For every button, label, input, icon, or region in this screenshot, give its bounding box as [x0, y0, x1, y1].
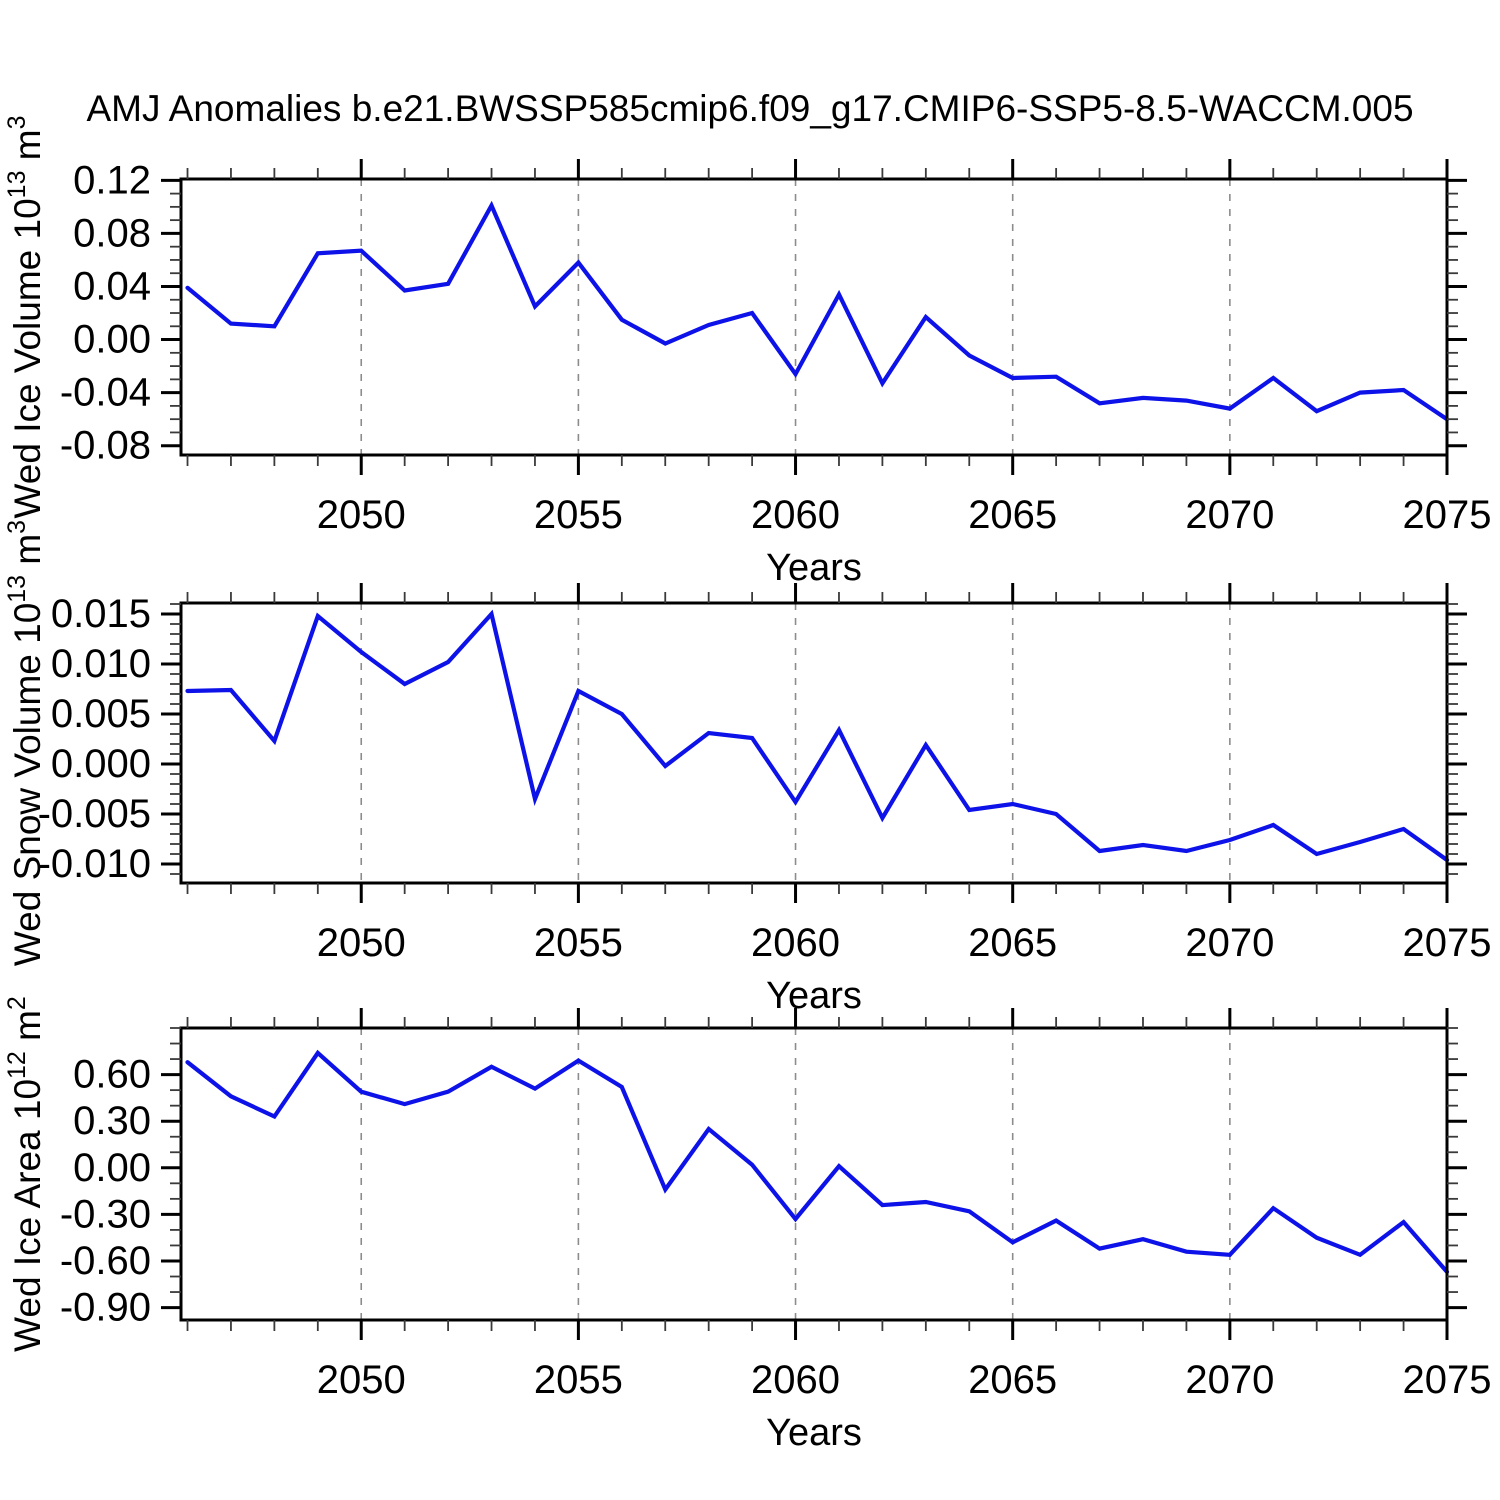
x-tick-label: 2065 [968, 1358, 1057, 1402]
panel-wed-ice-volume-10-13-m-3: 2050 2055 2060 2065 2070 2075 Years 0.12 0.08 0.0… [3, 115, 1491, 589]
x-tick-label: 2050 [317, 493, 406, 537]
y-tick-label: 0.30 [73, 1099, 151, 1143]
x-tick-label: 2070 [1185, 493, 1274, 537]
x-tick-label: 2070 [1185, 1358, 1274, 1402]
y-tick-label: -0.30 [60, 1192, 151, 1236]
y-tick-label: 0.60 [73, 1053, 151, 1097]
x-tick-label: 2075 [1403, 921, 1492, 965]
x-axis-title: Years [766, 975, 862, 1017]
y-tick-label: -0.005 [38, 792, 151, 836]
x-axis-title: Years [766, 1412, 862, 1454]
x-tick-label: 2060 [751, 921, 840, 965]
y-axis-title: Wed Snow Volume 1013​ m3​ [3, 520, 48, 966]
y-tick-label: 0.08 [73, 211, 151, 255]
x-tick-label: 2050 [317, 1358, 406, 1402]
x-tick-label: 2065 [968, 493, 1057, 537]
x-tick-label: 2055 [534, 921, 623, 965]
series-line [185, 200, 1450, 422]
x-tick-label: 2050 [317, 921, 406, 965]
plot-box [179, 1026, 1449, 1322]
y-tick-label: -0.60 [60, 1239, 151, 1283]
x-tick-label: 2070 [1185, 921, 1274, 965]
x-tick-label: 2060 [751, 493, 840, 537]
x-tick-label: 2075 [1403, 1358, 1492, 1402]
series-line [185, 609, 1450, 863]
y-axis-title: Wed Ice Area 1012​ m2​ [3, 996, 48, 1352]
y-tick-label: -0.08 [60, 424, 151, 468]
y-tick-label: 0.000 [51, 742, 151, 786]
y-tick-label: 0.12 [73, 158, 151, 202]
y-tick-label: 0.04 [73, 264, 151, 308]
x-axis-title: Years [766, 547, 862, 589]
figure-title: AMJ Anomalies b.e21.BWSSP585cmip6.f09_g1… [86, 88, 1414, 129]
panel-wed-ice-area-10-12-m-2: 2050 2055 2060 2065 2070 2075 Years 0.600.300.0… [3, 996, 1491, 1454]
y-axis-title: Wed Ice Volume 1013​ m3​ [3, 115, 48, 518]
x-tick-label: 2075 [1403, 493, 1492, 537]
plot-box [179, 177, 1449, 457]
x-tick-label: 2055 [534, 493, 623, 537]
x-tick-label: 2055 [534, 1358, 623, 1402]
y-tick-label: -0.04 [60, 371, 151, 415]
x-tick-label: 2060 [751, 1358, 840, 1402]
y-tick-label: -0.90 [60, 1286, 151, 1330]
y-tick-label: 0.010 [51, 642, 151, 686]
y-tick-label: -0.010 [38, 842, 151, 886]
series-line [185, 1049, 1450, 1275]
x-tick-label: 2065 [968, 921, 1057, 965]
y-tick-label: 0.005 [51, 692, 151, 736]
y-tick-label: 0.00 [73, 318, 151, 362]
plot-box [179, 601, 1449, 885]
panel-wed-snow-volume-10-13-m-3: 2050 2055 2060 2065 2070 2075 Years 0.015 0.010 0… [3, 520, 1491, 1017]
y-tick-label: 0.015 [51, 592, 151, 636]
y-tick-label: 0.00 [73, 1146, 151, 1190]
